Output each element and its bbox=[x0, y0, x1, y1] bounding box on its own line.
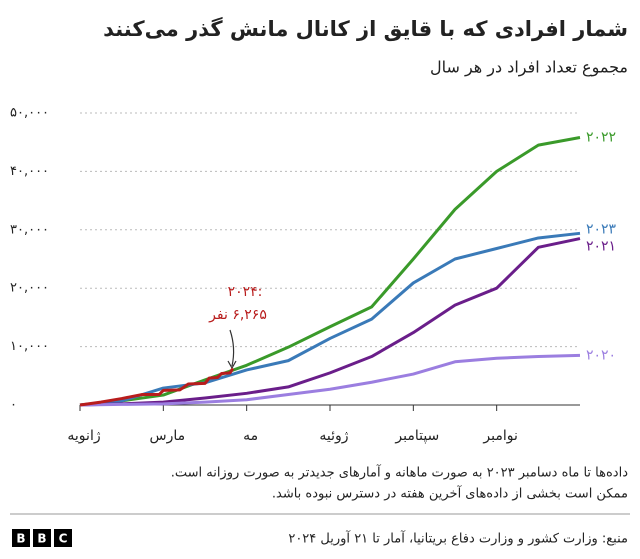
series-label: ۲۰۲۳ bbox=[586, 221, 617, 237]
x-tick-label: سپتامبر bbox=[394, 428, 439, 444]
line bbox=[79, 353, 581, 407]
logo-letter: C bbox=[59, 532, 68, 546]
logo-box bbox=[54, 529, 72, 547]
logo-box bbox=[12, 529, 30, 547]
series-label: ۲۰۲۰ bbox=[586, 347, 616, 363]
y-tick-label: ۱۰,۰۰۰ bbox=[10, 339, 49, 354]
footnote: ممکن است بخشی از داده‌های آخرین هفته در … bbox=[272, 485, 628, 502]
line bbox=[79, 367, 235, 407]
logo-box bbox=[33, 529, 51, 547]
series-label: ۲۰۲۲ bbox=[586, 130, 616, 146]
y-tick-label: ۴۰,۰۰۰ bbox=[10, 164, 49, 179]
y-tick-label: ۲۰,۰۰۰ bbox=[10, 281, 49, 296]
line bbox=[79, 237, 581, 407]
series-label: ۲۰۲۱ bbox=[586, 239, 616, 255]
annotation: ۲۰۲۴: bbox=[228, 284, 263, 300]
logo-letter: B bbox=[16, 532, 25, 546]
annotation-arrow bbox=[229, 329, 235, 367]
source: منبع: وزارت کشور و وزارت دفاع بریتانیا، … bbox=[288, 530, 628, 547]
y-tick-label: ۰ bbox=[10, 398, 17, 413]
x-tick-label: مه bbox=[243, 428, 258, 444]
line bbox=[79, 136, 581, 407]
footnote: داده‌ها تا ماه دسامبر ۲۰۲۳ به صورت ماهان… bbox=[171, 464, 628, 481]
logo: B B C bbox=[12, 529, 72, 547]
chart-title: شمار افرادی که با قایق از کانال مانش گذر… bbox=[103, 16, 628, 41]
x-tick-label: مارس bbox=[150, 428, 186, 444]
y-tick-label: ۳۰,۰۰۰ bbox=[10, 222, 49, 237]
x-tick-label: ژوئیه bbox=[319, 428, 348, 444]
y-tick-label: ۵۰,۰۰۰ bbox=[10, 106, 49, 121]
x-tick-label: نوامبر bbox=[482, 428, 517, 444]
chart-subtitle: مجموع تعداد افراد در هر سال bbox=[430, 58, 628, 78]
line bbox=[79, 231, 581, 407]
x-tick-label: ژانویه bbox=[67, 428, 100, 444]
annotation: ۶,۲۶۵ نفر bbox=[208, 307, 267, 323]
logo-letter: B bbox=[37, 532, 46, 546]
